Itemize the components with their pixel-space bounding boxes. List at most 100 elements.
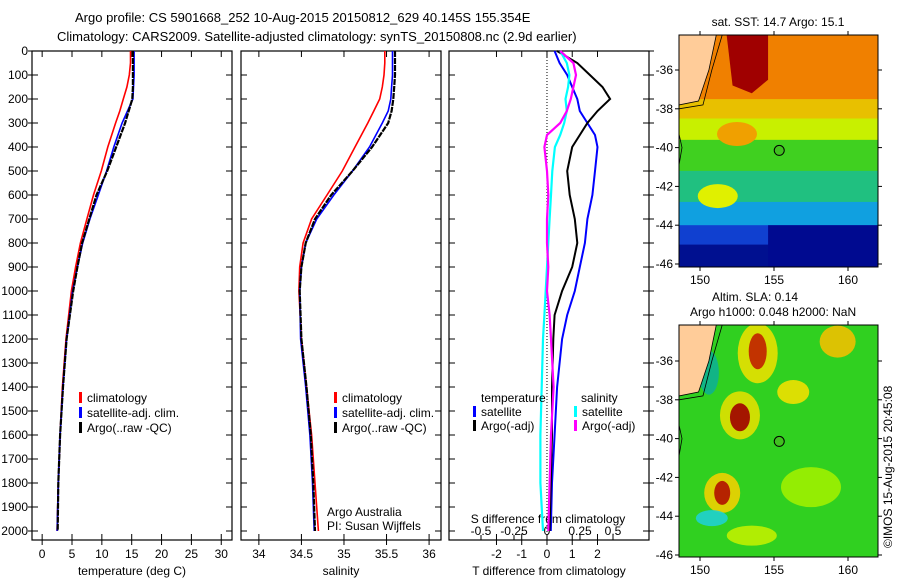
map-sst: -36 -38 -40 -42 -44 -46 150 155 160 sat. SST: 14.…	[656, 15, 882, 287]
x-tick-label: 2	[594, 547, 601, 561]
legend-label: Argo(-adj)	[582, 419, 635, 433]
sla-feature	[695, 510, 728, 527]
sst-band	[679, 118, 878, 141]
sla-feature	[726, 525, 777, 546]
x-axis-label: salinity	[323, 564, 360, 578]
x-tick-label: 34.5	[290, 547, 314, 561]
lon-tick-label: 150	[690, 563, 710, 577]
lon-tick-label: 160	[838, 273, 858, 287]
legend-label: Argo(-adj)	[481, 419, 534, 433]
title-line-2: Climatology: CARS2009. Satellite-adjuste…	[57, 29, 577, 44]
y-tick-label: 1100	[2, 308, 28, 322]
series-argo-raw-qc-	[298, 51, 397, 532]
x-tick-label: -2	[491, 547, 502, 561]
s-tick-label: 0.25	[568, 524, 592, 538]
lat-tick-label: -42	[656, 179, 674, 193]
legend-label: climatology	[87, 391, 147, 405]
y-tick-label: 1800	[1, 476, 28, 490]
lon-tick-label: 155	[764, 563, 784, 577]
x-tick-label: 20	[155, 547, 169, 561]
s-tick-label: 0	[544, 524, 551, 538]
tasmania-contour	[679, 424, 683, 457]
legend-label: satellite	[481, 405, 522, 419]
map-field	[679, 35, 878, 267]
legend-header-salinity: salinity	[581, 391, 618, 405]
lat-tick-label: -46	[656, 257, 674, 271]
y-tick-label: 1000	[1, 284, 28, 298]
legend-swatch	[574, 420, 577, 431]
lat-tick-label: -40	[656, 141, 674, 155]
legend-header-temperature: temperature	[481, 391, 546, 405]
sla-feature	[781, 467, 841, 508]
map-frame	[678, 34, 879, 268]
argo-position-marker	[773, 144, 785, 156]
coastline-contour	[679, 35, 723, 110]
sla-map-subtitle: Argo h1000: 0.048 h2000: NaN	[690, 305, 856, 319]
x-tick-label: 1	[569, 547, 576, 561]
x-tick-label: -1	[516, 547, 527, 561]
lat-tick-label: -38	[656, 102, 674, 116]
y-tick-label: 600	[8, 188, 28, 202]
x-tick-label: 25	[185, 547, 199, 561]
annotation-text: PI: Susan Wijffels	[327, 519, 421, 533]
plot-frame	[240, 50, 442, 541]
s-tick-label: -0.5	[471, 524, 492, 538]
sla-feature	[729, 403, 750, 432]
x-tick-label: 35.5	[375, 547, 399, 561]
credit-text: ©IMOS 15-Aug-2015 20:45:08	[881, 385, 895, 548]
y-tick-label: 1500	[1, 404, 28, 418]
lon-tick-label: 150	[690, 273, 710, 287]
legend-swatch	[473, 420, 476, 431]
sst-band	[679, 99, 878, 120]
s-tick-label: -0.25	[500, 524, 528, 538]
legend-label: climatology	[342, 391, 402, 405]
x-tick-label: 0	[544, 547, 551, 561]
annotation-text: Argo Australia	[327, 505, 402, 519]
sla-feature	[714, 480, 731, 505]
series-argo-raw-qc-	[56, 51, 134, 532]
legend-swatch	[574, 406, 577, 417]
lat-tick-label: -36	[656, 354, 674, 368]
map-sla: -36 -38 -40 -42 -44 -46 150 155 160 Altim. SLA: 0…	[656, 290, 882, 577]
legend-swatch	[334, 407, 337, 418]
sla-feature	[748, 333, 767, 370]
x-tick-label: 36	[422, 547, 436, 561]
lat-tick-label: -42	[656, 470, 674, 484]
panel-temperature: 0 5 10 15 20 25 30 temperature (deg C) 0 100 200 30…	[1, 44, 233, 578]
legend-label: Argo(..raw -QC)	[87, 421, 172, 435]
x-tick-label: 30	[215, 547, 229, 561]
y-tick-label: 700	[8, 212, 28, 226]
s-tick-label: 0.5	[605, 524, 622, 538]
sla-map-title: Altim. SLA: 0.14	[712, 290, 798, 304]
y-tick-label: 500	[8, 164, 28, 178]
series-climatology	[56, 51, 132, 532]
land-australia	[679, 325, 717, 397]
x-tick-label: 35	[337, 547, 351, 561]
legend-swatch	[79, 422, 82, 433]
title-line-1: Argo profile: CS 5901668_252 10-Aug-2015…	[75, 10, 531, 25]
y-tick-label: 1900	[1, 500, 28, 514]
legend-swatch	[79, 392, 82, 403]
plot-frame	[31, 50, 233, 541]
y-tick-label: 1600	[1, 428, 28, 442]
panel-salinity: 34 34.5 35 35.5 36 salinity climatologysatelli…	[240, 50, 442, 578]
x-tick-label: 10	[95, 547, 109, 561]
series-salinity-argo-adj-	[543, 50, 578, 532]
lat-tick-label: -44	[656, 218, 674, 232]
tasmania-contour	[679, 133, 683, 166]
series-satellite-adj-clim-	[298, 51, 394, 532]
y-tick-label: 100	[8, 68, 28, 82]
land-australia	[679, 35, 717, 106]
x-tick-label: 5	[69, 547, 76, 561]
sla-feature	[777, 380, 810, 405]
y-tick-label: 1700	[1, 452, 28, 466]
sla-feature	[819, 325, 856, 358]
legend-label: satellite-adj. clim.	[342, 406, 434, 420]
lon-tick-label: 155	[764, 273, 784, 287]
legend-label: Argo(..raw -QC)	[342, 421, 427, 435]
legend-swatch	[334, 392, 337, 403]
series-satellite-adj-clim-	[56, 51, 135, 532]
series-temperature-satellite	[549, 50, 599, 532]
plot-frame	[448, 50, 650, 541]
